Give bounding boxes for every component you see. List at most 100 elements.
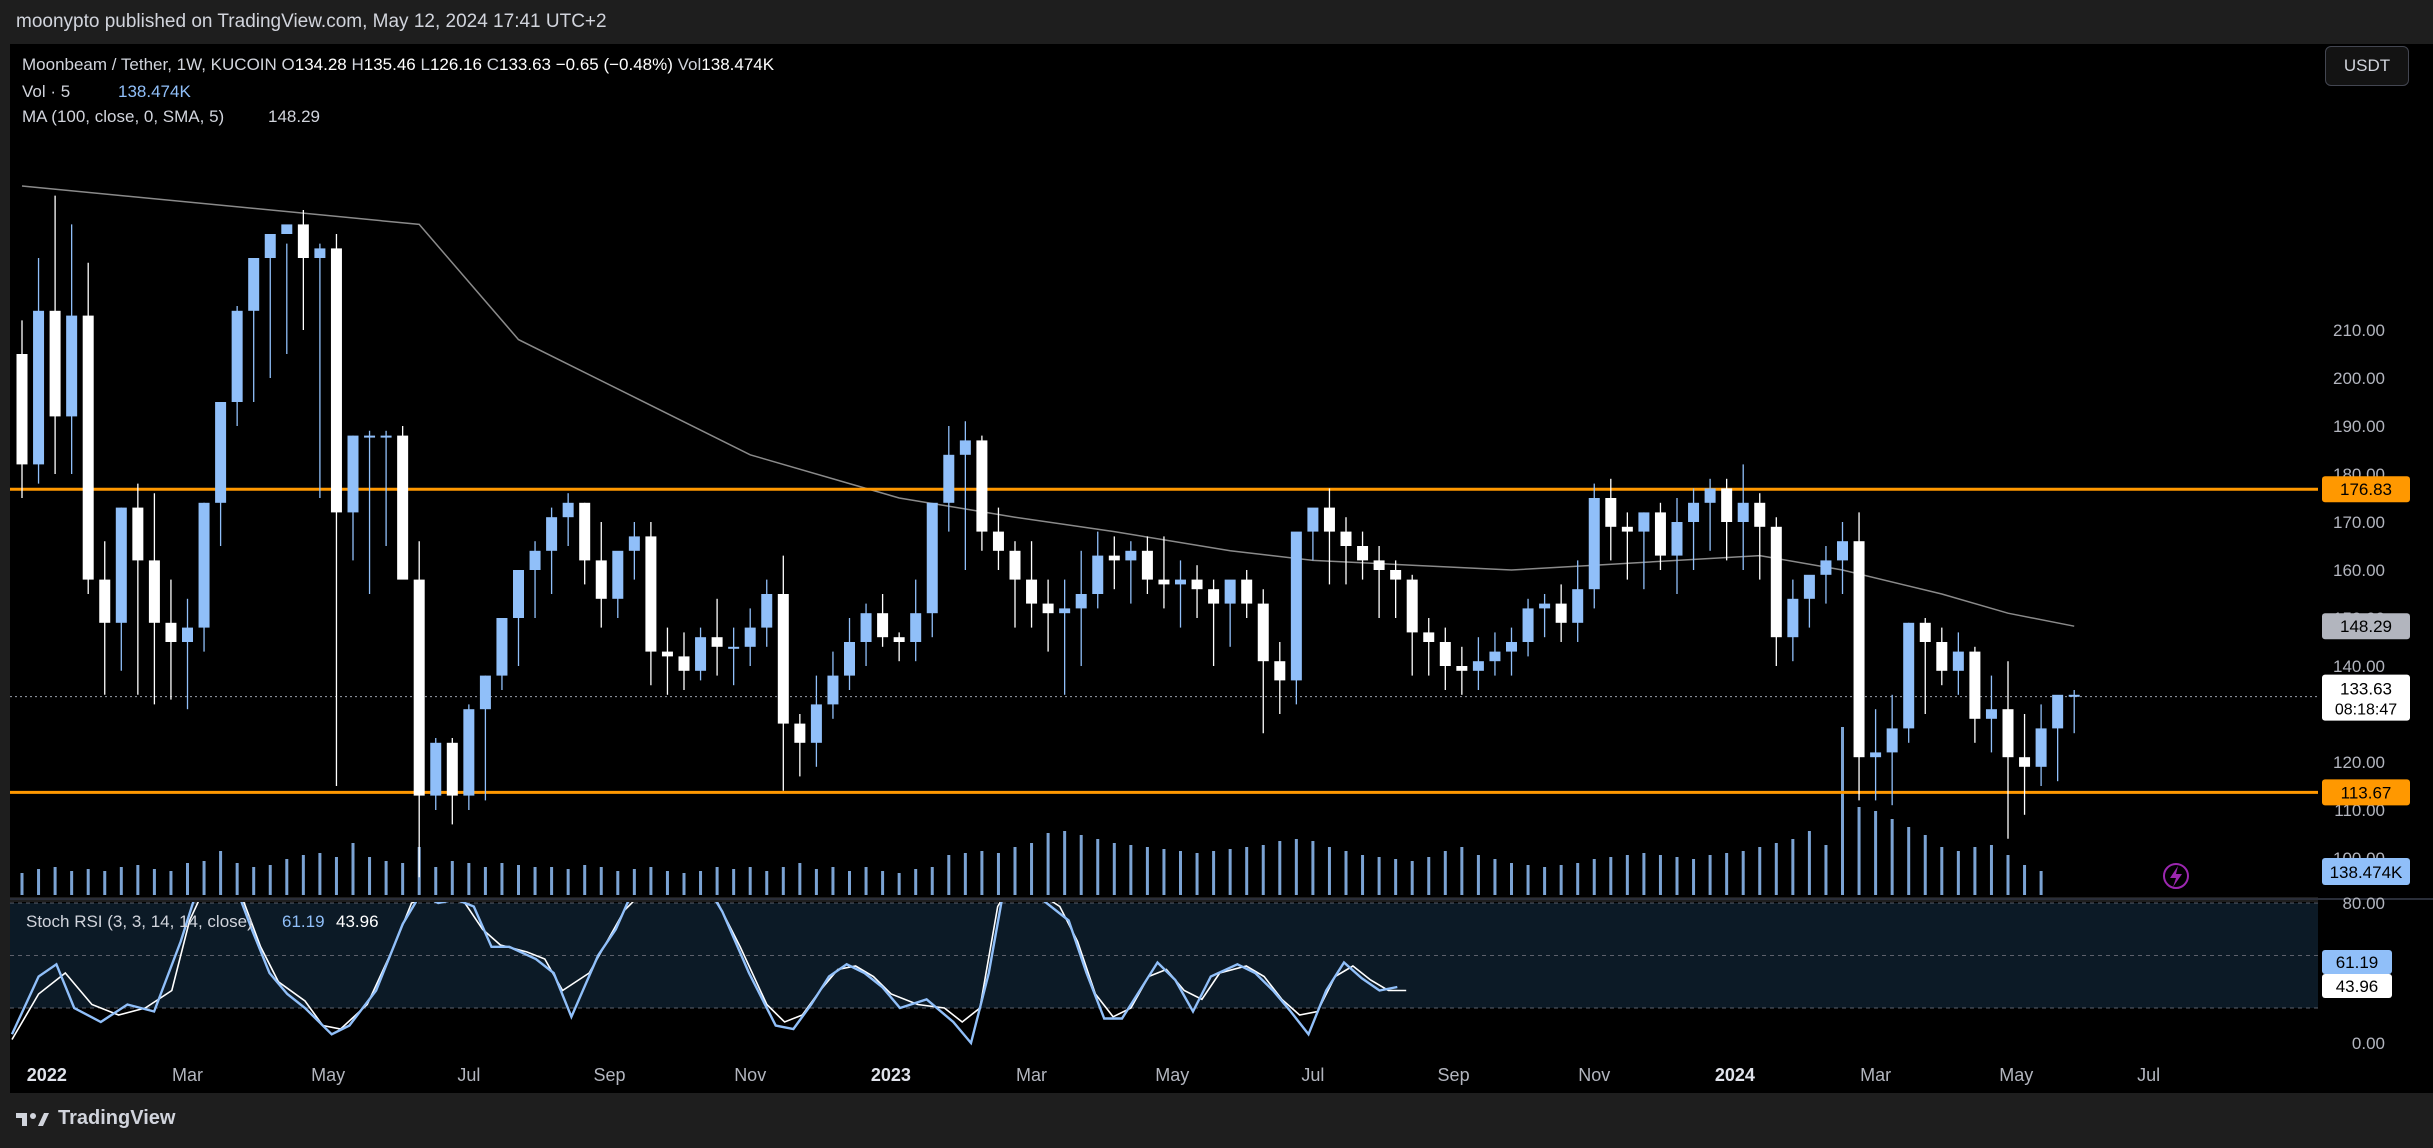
currency-button[interactable]: USDT	[2325, 46, 2409, 86]
volume-bar	[616, 871, 620, 895]
candle-body	[1754, 502, 1766, 527]
volume-bar	[1609, 857, 1613, 895]
volume-bar	[1973, 847, 1977, 895]
time-axis-label: May	[1155, 1065, 1189, 1085]
time-axis-background	[10, 1048, 2433, 1093]
candle-body	[281, 224, 293, 234]
candle-body	[1721, 488, 1733, 522]
candle-body	[1026, 579, 1038, 604]
candle-body	[661, 651, 673, 657]
candle-body	[794, 723, 806, 743]
candle-body	[198, 502, 210, 628]
volume-bar	[583, 865, 587, 895]
candle-body	[744, 627, 756, 647]
time-axis-label: Mar	[1016, 1065, 1047, 1085]
candle-body	[1373, 560, 1385, 570]
volume-bar	[1179, 851, 1182, 895]
volume-bar	[1890, 819, 1894, 895]
candle-body	[910, 613, 922, 642]
volume-bar	[632, 869, 636, 895]
candle-body	[562, 502, 574, 518]
candle-body	[877, 613, 889, 638]
candle-body	[546, 517, 558, 551]
candle-body	[2035, 728, 2047, 767]
legend-ohlc-value: 126.16	[430, 55, 487, 74]
chart-canvas[interactable]: 210.00200.00190.00180.00170.00160.00150.…	[0, 0, 2433, 1093]
time-axis-label: Mar	[1860, 1065, 1891, 1085]
volume-bar	[483, 867, 487, 895]
volume-bar	[1030, 843, 1034, 895]
legend-volume-pane-label: Vol · 5	[22, 82, 70, 101]
candle-body	[1158, 579, 1170, 585]
volume-bar	[1658, 855, 1662, 895]
volume-bar	[1841, 727, 1844, 895]
volume-bar	[70, 871, 74, 895]
legend-ohlc-key: C	[487, 55, 499, 74]
volume-bar	[1145, 847, 1149, 895]
volume-bar	[566, 869, 570, 895]
volume-bar	[1692, 859, 1696, 895]
legend-ma-label: MA (100, close, 0, SMA, 5)	[22, 107, 224, 126]
candle-body	[2002, 709, 2014, 758]
volume-bar	[384, 861, 388, 895]
candle-body	[1075, 594, 1087, 609]
brand[interactable]: TradingView	[16, 1107, 175, 1130]
rsi-pane	[10, 902, 2318, 1046]
volume-bar	[1096, 839, 1100, 895]
price-axis-tick-label: 200.00	[2333, 369, 2385, 388]
candle-body	[1737, 502, 1749, 522]
volume-bar	[186, 863, 189, 895]
volume-bar	[748, 867, 752, 895]
candle-body	[761, 594, 773, 628]
volume-bar	[699, 871, 703, 895]
volume-bar	[368, 857, 372, 895]
candle-body	[1340, 531, 1352, 546]
candle-body	[1936, 642, 1948, 671]
volume-bar	[1344, 851, 1348, 895]
volume-bar	[930, 867, 934, 895]
time-axis-label: Jul	[1301, 1065, 1324, 1085]
price-badge-value: 133.63	[2340, 680, 2392, 699]
candle-body	[595, 560, 607, 599]
candle-body	[1787, 598, 1799, 638]
volume-bar	[334, 857, 338, 895]
lightning-icon-ring	[2163, 863, 2189, 889]
volume-bar	[1493, 859, 1497, 895]
candle-body	[165, 622, 177, 642]
candle-body	[1307, 507, 1319, 532]
volume-bar	[1642, 853, 1646, 895]
volume-bar	[169, 871, 173, 895]
main-pane-background	[10, 44, 2318, 897]
volume-bar	[20, 873, 24, 895]
volume-bar	[947, 855, 951, 895]
candle-body	[1837, 541, 1848, 561]
candle-body	[959, 440, 971, 455]
candle-body	[1456, 666, 1468, 671]
price-axis-tick-label: 110.00	[2334, 801, 2385, 820]
candle-body	[1108, 555, 1120, 561]
legend-volume-pane-value: 138.474K	[118, 82, 191, 101]
volume-badge-background	[2322, 858, 2410, 885]
candle-body	[1406, 579, 1418, 633]
candle-body	[16, 354, 28, 465]
candle-body	[513, 570, 524, 618]
price-axis-tick-label: 140.00	[2333, 657, 2385, 676]
volume-badge: 138.474K	[2330, 863, 2403, 882]
volume-bar	[1774, 843, 1778, 895]
candle-body	[115, 507, 127, 623]
legend-vol-label: Vol	[678, 55, 702, 74]
volume-bar	[1063, 831, 1067, 895]
legend-ohlc-value: 133.63	[499, 55, 556, 74]
candle-body	[992, 531, 1004, 551]
candle-body	[1357, 546, 1369, 561]
candle-body	[777, 594, 789, 724]
volume-bar	[1129, 845, 1133, 895]
volume-bar	[914, 869, 918, 895]
volume-bar	[1162, 849, 1166, 895]
price-axis-tick-label: 170.00	[2333, 513, 2385, 532]
price-axis-tick-label: 160.00	[2333, 561, 2385, 580]
time-axis-label: Nov	[1578, 1065, 1610, 1085]
candle-body	[264, 234, 276, 258]
candle-body	[1671, 522, 1683, 556]
volume-bar	[1377, 857, 1381, 895]
